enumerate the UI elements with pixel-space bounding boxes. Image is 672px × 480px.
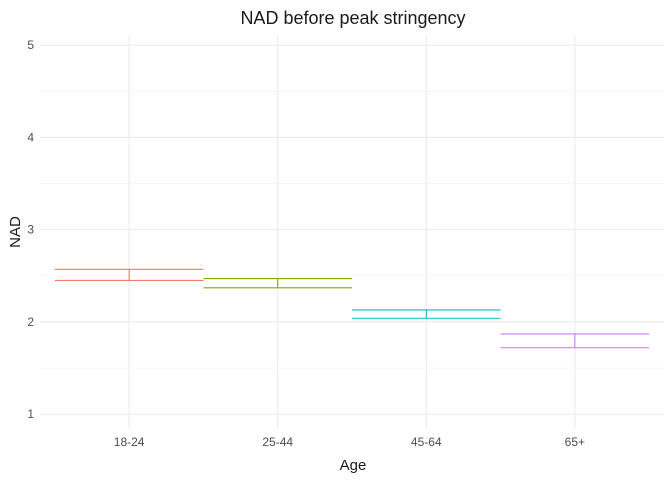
y-tick-label: 1 — [27, 407, 34, 421]
y-axis-ticks: 1 2 3 4 5 — [27, 38, 34, 421]
y-tick-label: 4 — [27, 130, 34, 144]
x-tick-label: 18-24 — [114, 435, 145, 449]
error-bar — [352, 309, 501, 319]
y-axis-title: NAD — [7, 216, 24, 248]
y-tick-label: 3 — [27, 223, 34, 237]
y-tick-label: 2 — [27, 315, 34, 329]
error-bars — [54, 268, 650, 349]
error-bar — [54, 268, 204, 281]
minor-gridlines — [40, 91, 664, 369]
chart-title: NAD before peak stringency — [240, 8, 465, 28]
y-tick-label: 5 — [27, 38, 34, 52]
x-tick-label: 65+ — [565, 435, 585, 449]
x-axis-title: Age — [340, 457, 367, 474]
error-bar — [203, 278, 352, 289]
x-tick-label: 25-44 — [262, 435, 293, 449]
x-tick-label: 45-64 — [411, 435, 442, 449]
x-axis-ticks: 18-24 25-44 45-64 65+ — [114, 435, 585, 449]
major-gridlines — [40, 36, 664, 428]
error-bar — [500, 333, 650, 349]
